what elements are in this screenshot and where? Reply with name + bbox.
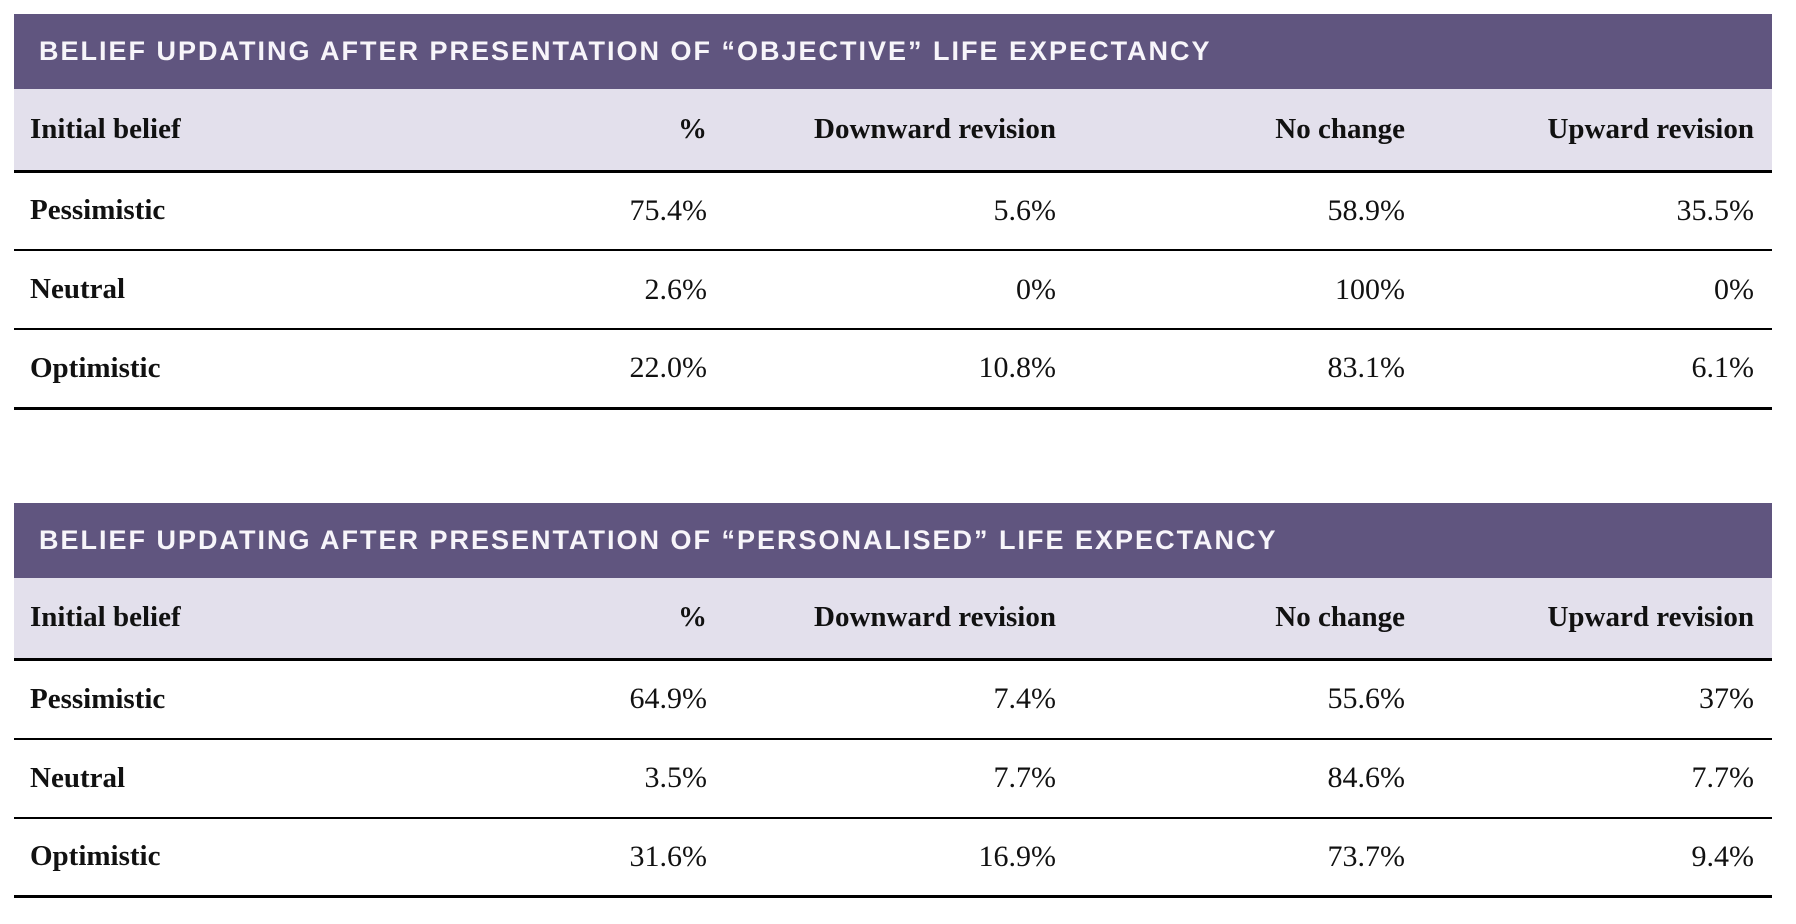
cell-no-change: 55.6% <box>1074 659 1423 740</box>
column-header-row: Initial belief % Downward revision No ch… <box>14 577 1772 661</box>
cell-no-change: 58.9% <box>1074 171 1423 251</box>
row-label: Pessimistic <box>14 659 376 740</box>
row-label: Neutral <box>14 738 376 819</box>
belief-table-objective: Initial belief % Downward revision No ch… <box>14 89 1772 410</box>
row-label: Neutral <box>14 250 376 330</box>
cell-downward-revision: 7.4% <box>725 659 1074 740</box>
cell-percent: 3.5% <box>376 738 725 819</box>
cell-no-change: 83.1% <box>1074 329 1423 410</box>
col-header-upward-revision: Upward revision <box>1423 577 1772 661</box>
column-header-row: Initial belief % Downward revision No ch… <box>14 89 1772 173</box>
table-row-neutral: Neutral 3.5% 7.7% 84.6% 7.7% <box>14 738 1772 819</box>
cell-no-change: 84.6% <box>1074 738 1423 819</box>
cell-no-change: 73.7% <box>1074 817 1423 898</box>
table-title-bar: BELIEF UPDATING AFTER PRESENTATION OF “O… <box>14 14 1772 89</box>
cell-no-change: 100% <box>1074 250 1423 330</box>
cell-upward-revision: 9.4% <box>1423 817 1772 898</box>
table-row-optimistic: Optimistic 31.6% 16.9% 73.7% 9.4% <box>14 817 1772 898</box>
cell-percent: 22.0% <box>376 329 725 410</box>
cell-percent: 64.9% <box>376 659 725 740</box>
cell-upward-revision: 37% <box>1423 659 1772 740</box>
col-header-downward-revision: Downward revision <box>725 577 1074 661</box>
table-row-pessimistic: Pessimistic 75.4% 5.6% 58.9% 35.5% <box>14 171 1772 251</box>
col-header-no-change: No change <box>1074 89 1423 173</box>
cell-downward-revision: 5.6% <box>725 171 1074 251</box>
table-row-neutral: Neutral 2.6% 0% 100% 0% <box>14 250 1772 330</box>
table-block-objective: BELIEF UPDATING AFTER PRESENTATION OF “O… <box>14 14 1772 410</box>
cell-percent: 75.4% <box>376 171 725 251</box>
cell-percent: 31.6% <box>376 817 725 898</box>
table-title: BELIEF UPDATING AFTER PRESENTATION OF “O… <box>39 36 1212 66</box>
col-header-percent: % <box>376 577 725 661</box>
table-row-pessimistic: Pessimistic 64.9% 7.4% 55.6% 37% <box>14 659 1772 740</box>
col-header-percent: % <box>376 89 725 173</box>
cell-percent: 2.6% <box>376 250 725 330</box>
cell-upward-revision: 6.1% <box>1423 329 1772 410</box>
cell-upward-revision: 7.7% <box>1423 738 1772 819</box>
cell-downward-revision: 7.7% <box>725 738 1074 819</box>
cell-upward-revision: 0% <box>1423 250 1772 330</box>
table-title: BELIEF UPDATING AFTER PRESENTATION OF “P… <box>39 524 1278 555</box>
table-title-bar: BELIEF UPDATING AFTER PRESENTATION OF “P… <box>14 502 1772 578</box>
table-row-optimistic: Optimistic 22.0% 10.8% 83.1% 6.1% <box>14 329 1772 410</box>
col-header-no-change: No change <box>1074 577 1423 661</box>
belief-table-personalised: Initial belief % Downward revision No ch… <box>14 577 1772 898</box>
cell-downward-revision: 10.8% <box>725 329 1074 410</box>
cell-upward-revision: 35.5% <box>1423 171 1772 251</box>
col-header-initial-belief: Initial belief <box>14 89 376 173</box>
cell-downward-revision: 16.9% <box>725 817 1074 898</box>
cell-downward-revision: 0% <box>725 250 1074 330</box>
row-label: Pessimistic <box>14 171 376 251</box>
table-block-personalised: BELIEF UPDATING AFTER PRESENTATION OF “P… <box>14 502 1772 898</box>
row-label: Optimistic <box>14 329 376 410</box>
row-label: Optimistic <box>14 817 376 898</box>
col-header-downward-revision: Downward revision <box>725 89 1074 173</box>
col-header-upward-revision: Upward revision <box>1423 89 1772 173</box>
col-header-initial-belief: Initial belief <box>14 577 376 661</box>
